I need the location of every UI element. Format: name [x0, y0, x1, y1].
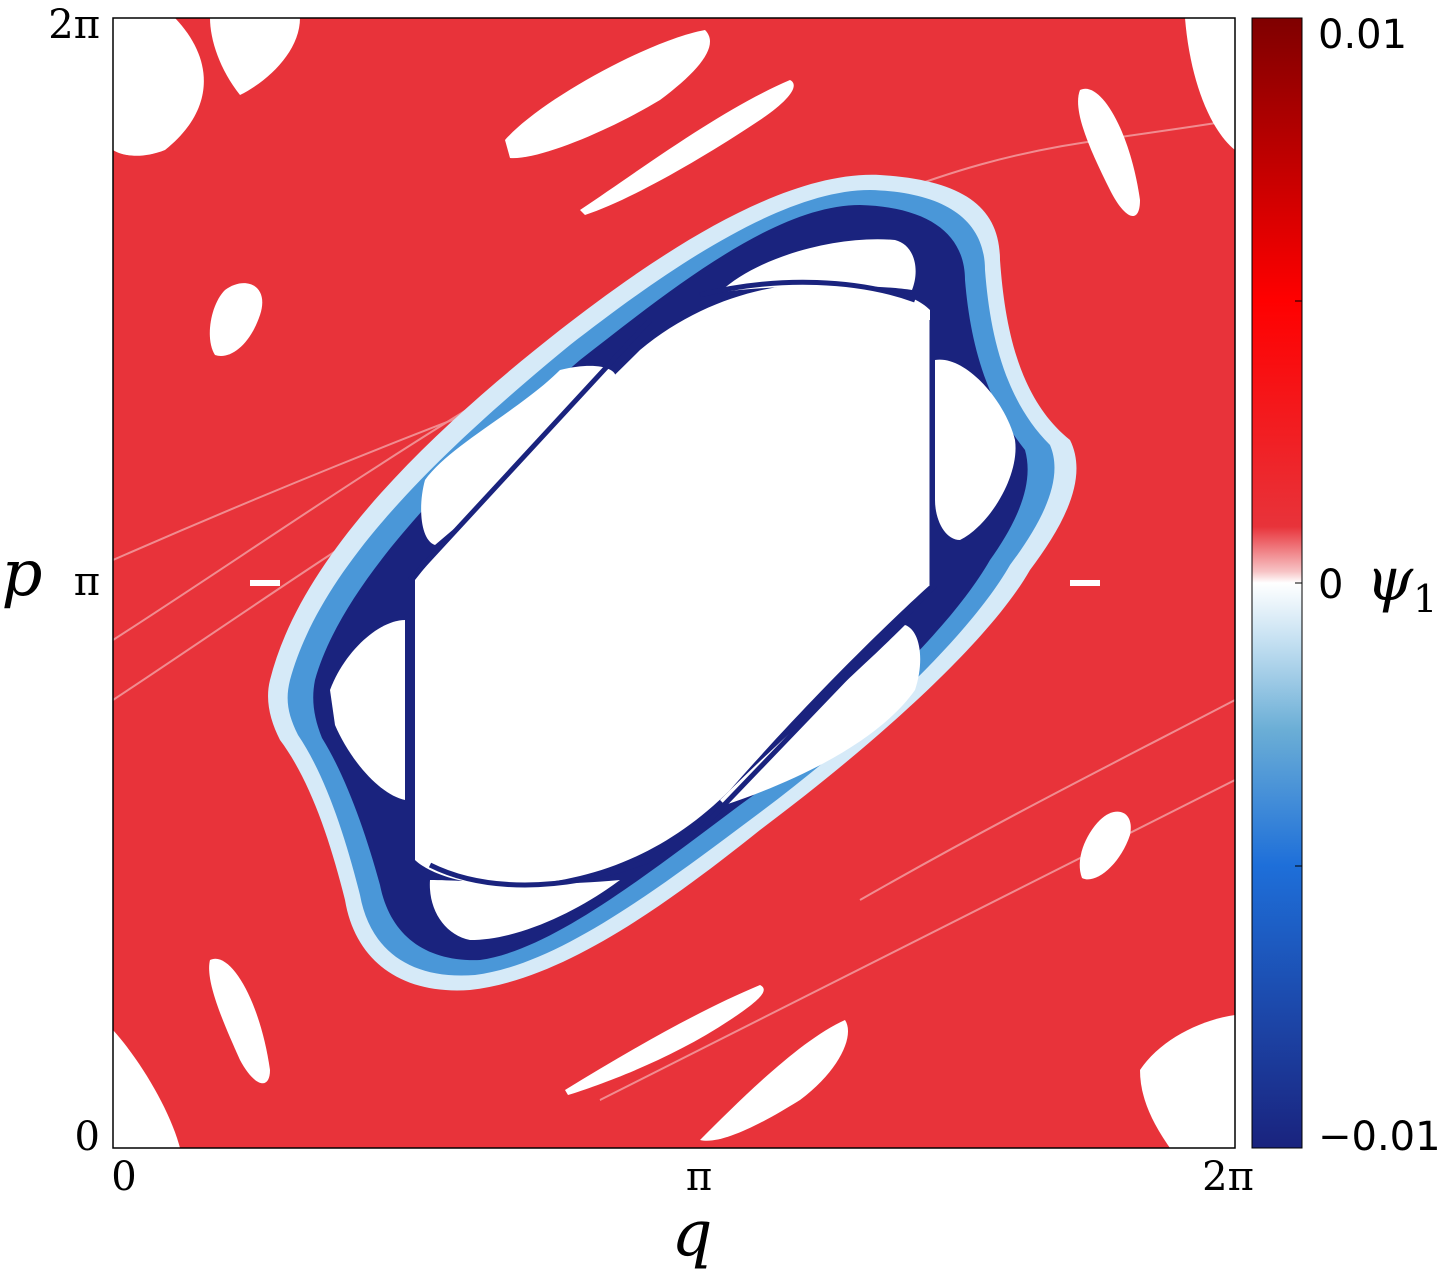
- island-bottom-left-streak: [209, 958, 270, 1084]
- island-mid-left-dash: [250, 580, 280, 586]
- island-top-right: [1078, 88, 1140, 217]
- lobe-right: [935, 359, 1016, 540]
- colorbar-label: ψ1: [1366, 545, 1437, 621]
- x-axis: 0 π 2π q: [111, 1154, 1254, 1269]
- small-elliptic-islands: [113, 18, 1235, 1148]
- colorbar-label-base: ψ: [1366, 545, 1414, 615]
- island-bottom-left-corner: [113, 1030, 180, 1148]
- y-tick-label: 2π: [48, 2, 100, 48]
- x-tick-label: 0: [111, 1154, 136, 1200]
- island-right-lower: [1079, 811, 1131, 880]
- island-top-center: [505, 30, 710, 159]
- island-top-right-corner: [1185, 18, 1235, 150]
- island-bottom-right-streak: [1140, 1015, 1235, 1148]
- y-axis-label: p: [2, 537, 43, 611]
- central-island-core: [415, 282, 930, 886]
- island-top-streak: [580, 80, 794, 215]
- colorbar-tick-label: 0: [1318, 562, 1343, 608]
- lobe-top: [720, 239, 916, 292]
- island-top-upper-left: [210, 18, 300, 95]
- island-bottom-center: [700, 1020, 848, 1141]
- lobe-bottom: [429, 880, 620, 940]
- colorbar-label-subscript: 1: [1413, 577, 1437, 621]
- island-mid-right-dash: [1070, 580, 1100, 586]
- heatmap-plot: [113, 18, 1235, 1148]
- x-tick-label: π: [686, 1154, 712, 1200]
- colorbar-tick-label: 0.01: [1318, 12, 1407, 58]
- colorbar-tick-marks: [1295, 300, 1302, 867]
- y-tick-label: π: [74, 559, 100, 605]
- central-elliptic-island: [330, 239, 1016, 940]
- x-tick-label: 2π: [1202, 1154, 1254, 1200]
- y-tick-label: 0: [75, 1114, 100, 1160]
- y-axis: 0 π 2π p: [2, 2, 100, 1160]
- plot-frame: [112, 17, 1236, 1149]
- colorbar-tick-label: −0.01: [1318, 1114, 1437, 1160]
- colorbar: 0.01 0 −0.01 ψ1: [1251, 12, 1437, 1160]
- island-top-left: [113, 18, 204, 156]
- island-left-upper: [209, 283, 263, 356]
- x-axis-label: q: [672, 1197, 713, 1269]
- colorbar-gradient: [1251, 17, 1303, 1149]
- separatrix-lines: [408, 279, 937, 888]
- lobe-left: [330, 620, 405, 800]
- island-bottom-streak: [565, 985, 764, 1095]
